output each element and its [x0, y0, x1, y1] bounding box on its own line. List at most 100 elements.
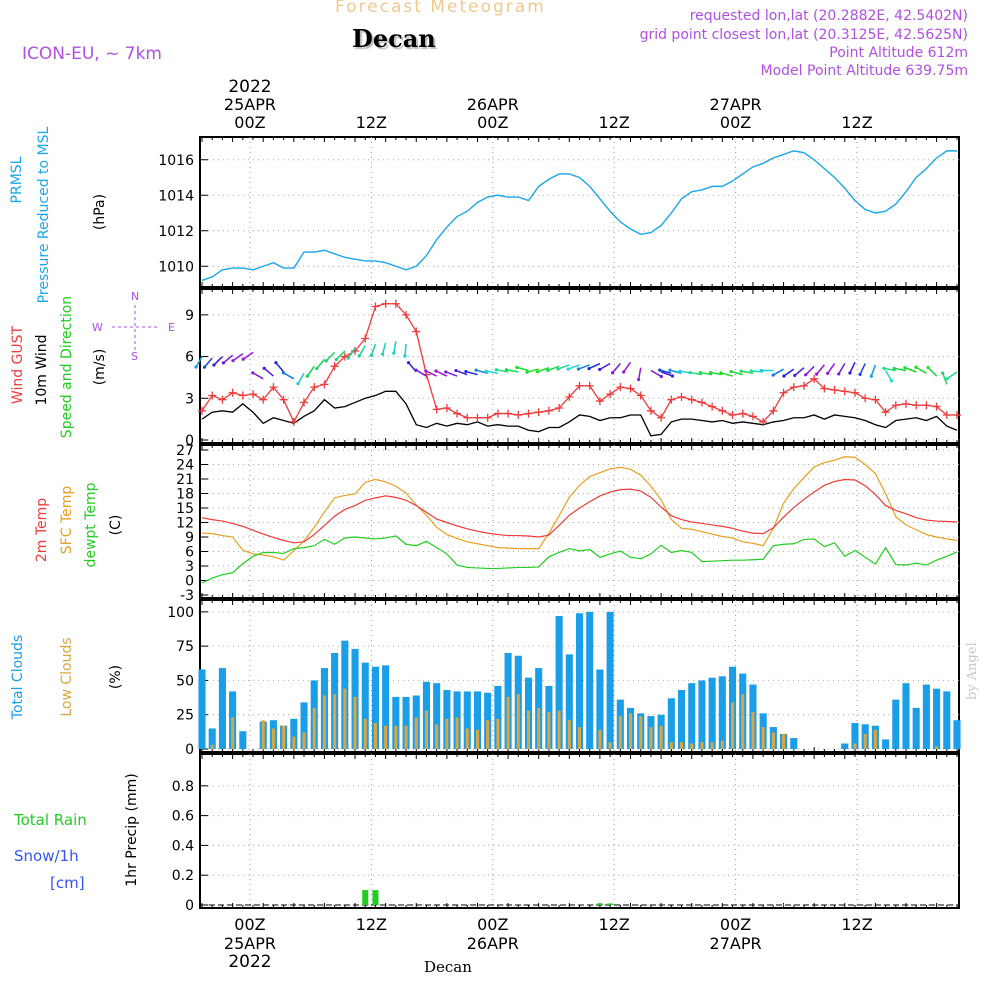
wind-direction-arrow	[659, 369, 672, 374]
low-cloud-bar	[282, 725, 286, 749]
bottom-hour-label: 00Z	[720, 915, 751, 934]
chart-title: Forecast Meteogram	[335, 0, 546, 17]
total-cloud-bar	[565, 654, 573, 749]
wind-direction-arrow	[904, 367, 917, 373]
wind-direction-arrow	[252, 372, 264, 380]
wind-direction-arrow	[946, 371, 958, 380]
wind-direction-arrow	[455, 369, 468, 376]
gust-marker	[810, 374, 819, 383]
y-tick-label: 0.4	[172, 838, 194, 854]
top-hour-label: 00Z	[477, 113, 508, 132]
wind-direction-arrow	[425, 370, 437, 377]
y-tick-label: -3	[180, 588, 194, 604]
low-cloud-bar	[567, 720, 571, 749]
low-cloud-bar	[312, 707, 316, 749]
wind-direction-arrow	[537, 366, 550, 373]
low-cloud-bar	[404, 725, 408, 749]
wind-arrow-head	[889, 379, 894, 383]
top-hour-label: 12Z	[599, 113, 630, 132]
wind-arrow-head	[406, 361, 411, 365]
sfc-ylabel: SFC Temp	[59, 486, 75, 555]
gust-marker	[249, 390, 258, 399]
low-cloud-bar	[761, 727, 765, 749]
wind-arrow-head	[749, 369, 753, 373]
low-cloud-bar	[486, 720, 490, 749]
bottom-hour-label: 00Z	[477, 915, 508, 934]
gust-marker	[289, 417, 298, 426]
model-altitude: Model Point Altitude 639.75m	[760, 63, 968, 79]
gust-marker	[789, 383, 798, 392]
pressure-ylabel-2: Pressure Reduced to MSL	[36, 126, 52, 303]
low-cloud-bar	[506, 696, 510, 749]
total-cloud-bar	[882, 739, 890, 749]
wind-direction-arrow	[435, 370, 448, 377]
low-cloud-bar	[598, 729, 602, 749]
low-cloud-bar	[231, 717, 235, 749]
wind-arrow-head	[719, 371, 723, 375]
wind-direction-arrow	[445, 371, 458, 377]
bottom-year-label: 2022	[228, 952, 271, 972]
wind-direction-arrow	[578, 364, 590, 370]
bottom-location-label: Decan	[424, 958, 472, 976]
low-cloud-bar	[537, 707, 541, 749]
low-cloud-bar	[577, 727, 582, 749]
y-tick-label: 100	[167, 605, 194, 621]
wind-direction-arrow	[358, 345, 366, 357]
wind-direction-arrow	[816, 364, 825, 375]
location-title: Decan	[352, 24, 436, 53]
gust-marker	[310, 383, 319, 392]
low-cloud-bar	[333, 694, 337, 749]
wind-arrow-head	[346, 356, 350, 360]
wind-direction-arrow	[838, 363, 846, 375]
y-tick-label: 3	[185, 559, 194, 575]
rain-label: Total Rain	[13, 811, 87, 829]
wind-arrow-head	[274, 361, 278, 365]
low-cloud-bar	[496, 718, 500, 749]
gust-marker	[799, 381, 808, 390]
y-tick-label: 0	[185, 433, 194, 449]
wind-arrow-head	[815, 372, 819, 376]
total-cloud-bar	[933, 688, 941, 749]
wind-arrow-head	[698, 370, 702, 375]
low-cloud-bar	[363, 718, 367, 749]
y-tick-label: 0.6	[172, 809, 194, 825]
top-day-label: 27APR	[710, 95, 762, 114]
wind-direction-arrow	[316, 358, 326, 370]
gust-marker	[432, 405, 441, 414]
wind-direction-arrow	[347, 347, 356, 359]
wind-direction-arrow	[805, 365, 815, 376]
low-cloud-bar	[394, 725, 398, 749]
temp-units: (C)	[108, 515, 124, 536]
wind-arrow-head	[914, 365, 918, 369]
y-tick-label: 24	[176, 458, 194, 474]
low-cloud-bar	[445, 718, 449, 749]
low-cloud-bar	[935, 746, 939, 749]
gust-marker	[269, 383, 278, 392]
total-cloud-bar	[463, 691, 471, 749]
wind-arrow-head	[444, 370, 448, 374]
wind-arrow-head	[945, 377, 949, 381]
low-cloud-bar	[547, 711, 551, 749]
gust-marker	[871, 395, 880, 404]
wind-direction-arrow	[794, 367, 805, 376]
gust-marker	[340, 352, 349, 361]
clouds-units: (%)	[108, 665, 124, 689]
sfc-temp-line	[201, 456, 958, 561]
y-tick-label: 18	[176, 487, 194, 503]
top-hour-label: 00Z	[234, 113, 265, 132]
wind-direction-arrow	[415, 369, 427, 377]
wind-arrow-head	[464, 369, 468, 374]
wind-arrow-head	[708, 370, 713, 375]
gust-marker	[657, 413, 666, 422]
dewpt-line	[201, 535, 958, 584]
wind-arrow-head	[546, 368, 550, 373]
wind-direction-arrow	[941, 372, 948, 385]
wind-arrow-head	[454, 368, 458, 373]
total-cloud-bar	[892, 699, 900, 749]
wind-arrow-head	[474, 368, 478, 372]
gust-marker	[891, 401, 900, 410]
low-cloud-bar	[516, 694, 520, 749]
wind-arrow-head	[622, 370, 626, 374]
wind-direction-arrow	[588, 362, 601, 370]
